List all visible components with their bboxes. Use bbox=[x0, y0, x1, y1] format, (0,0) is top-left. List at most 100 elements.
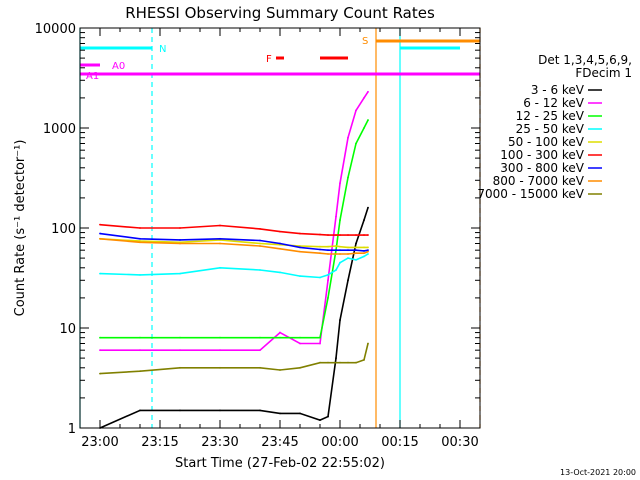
data-point bbox=[219, 349, 221, 352]
data-point bbox=[139, 273, 141, 276]
data-point bbox=[179, 366, 181, 369]
data-point bbox=[179, 272, 181, 275]
data-point bbox=[339, 361, 341, 364]
data-point bbox=[327, 273, 329, 276]
data-point bbox=[339, 253, 341, 255]
data-point bbox=[335, 357, 337, 360]
data-point bbox=[259, 349, 261, 352]
data-point bbox=[279, 242, 281, 245]
series-line bbox=[100, 91, 369, 352]
data-point bbox=[99, 272, 101, 275]
data-point bbox=[367, 119, 369, 121]
data-point bbox=[219, 237, 221, 240]
annotation-label: N bbox=[159, 44, 166, 55]
chart-title: RHESSI Observing Summary Count Rates bbox=[125, 4, 435, 22]
timestamp-label: 13-Oct-2021 20:00 bbox=[560, 468, 636, 477]
data-point bbox=[367, 234, 369, 236]
data-point bbox=[99, 349, 101, 352]
data-point bbox=[319, 336, 321, 339]
data-point bbox=[355, 361, 357, 364]
data-point bbox=[335, 269, 337, 271]
data-point bbox=[319, 245, 321, 248]
data-point bbox=[299, 245, 301, 247]
data-point bbox=[339, 319, 341, 321]
legend-entry-label: 50 - 100 keV bbox=[508, 135, 585, 149]
data-point bbox=[363, 252, 365, 255]
data-point bbox=[259, 239, 261, 242]
data-point bbox=[347, 279, 349, 282]
annotation-label: S bbox=[362, 36, 368, 47]
data-point bbox=[355, 234, 357, 236]
data-point bbox=[335, 249, 337, 252]
data-point bbox=[179, 239, 181, 241]
data-point bbox=[299, 250, 301, 253]
y-tick-label: 1000 bbox=[43, 122, 76, 137]
legend-entry-label: 7000 - 15000 keV bbox=[477, 187, 584, 201]
legend-entry-label: 12 - 25 keV bbox=[516, 109, 585, 123]
data-point bbox=[355, 252, 357, 255]
data-point bbox=[327, 249, 329, 252]
y-tick-label: 10 bbox=[59, 322, 76, 337]
data-point bbox=[327, 361, 329, 364]
data-point bbox=[327, 279, 329, 282]
data-point bbox=[219, 224, 221, 227]
data-point bbox=[347, 246, 349, 249]
data-point bbox=[279, 230, 281, 233]
data-point bbox=[259, 227, 261, 230]
data-point bbox=[319, 361, 321, 364]
y-axis-label: Count Rate (s⁻¹ detector⁻¹) bbox=[13, 140, 28, 317]
data-point bbox=[259, 366, 261, 369]
data-point bbox=[279, 336, 281, 339]
legend-entry-label: 25 - 50 keV bbox=[516, 122, 585, 136]
legend-entry-label: 3 - 6 keV bbox=[531, 83, 585, 97]
data-point bbox=[347, 234, 349, 236]
data-point bbox=[219, 242, 221, 245]
x-tick-label: 23:15 bbox=[141, 435, 178, 450]
y-tick-label: 1 bbox=[68, 422, 76, 437]
data-point bbox=[335, 245, 337, 247]
data-point bbox=[139, 237, 141, 240]
legend-entry-label: 100 - 300 keV bbox=[500, 148, 584, 162]
data-point bbox=[347, 249, 349, 252]
data-point bbox=[363, 127, 365, 129]
series-line bbox=[99, 343, 369, 375]
data-point bbox=[319, 419, 321, 421]
x-tick-label: 23:00 bbox=[81, 435, 118, 450]
data-point bbox=[347, 257, 349, 260]
data-point bbox=[259, 242, 261, 245]
x-axis-label: Start Time (27-Feb-02 22:55:02) bbox=[175, 456, 385, 471]
data-point bbox=[367, 246, 369, 249]
legend-entry-label: 800 - 7000 keV bbox=[493, 174, 585, 188]
data-point bbox=[299, 412, 301, 415]
annotation-label: A0 bbox=[112, 61, 125, 72]
data-point bbox=[367, 253, 369, 255]
data-point bbox=[99, 372, 101, 375]
data-point bbox=[363, 96, 365, 99]
data-point bbox=[279, 369, 281, 371]
data-point bbox=[299, 366, 301, 369]
data-point bbox=[355, 249, 357, 252]
legend-title-line: FDecim 1 bbox=[575, 66, 632, 80]
data-point bbox=[347, 361, 349, 364]
data-point bbox=[347, 176, 349, 179]
data-point bbox=[319, 276, 321, 279]
data-point bbox=[179, 227, 181, 229]
data-point bbox=[139, 241, 141, 244]
data-point bbox=[367, 342, 369, 345]
legend-title-line: Det 1,3,4,5,6,9, bbox=[538, 53, 632, 67]
data-point bbox=[259, 269, 261, 271]
legend-entry-label: 300 - 800 keV bbox=[500, 161, 584, 175]
x-tick-label: 23:45 bbox=[261, 435, 298, 450]
data-point bbox=[259, 336, 261, 339]
data-point bbox=[279, 331, 281, 334]
data-point bbox=[339, 249, 341, 252]
data-point bbox=[219, 266, 221, 269]
x-tick-label: 00:30 bbox=[441, 435, 478, 450]
legend-entry-label: 6 - 12 keV bbox=[523, 96, 585, 110]
data-point bbox=[339, 245, 341, 248]
data-point bbox=[299, 342, 301, 345]
data-point bbox=[299, 275, 301, 278]
data-point bbox=[279, 412, 281, 415]
data-point bbox=[319, 233, 321, 236]
